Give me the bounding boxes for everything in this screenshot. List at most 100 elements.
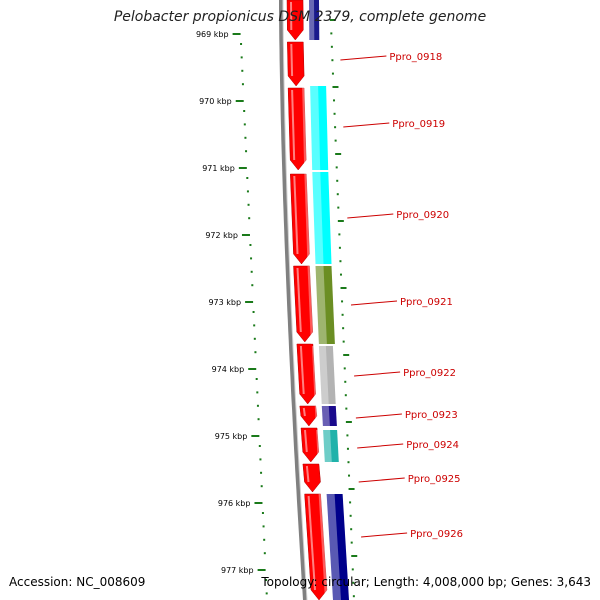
right-minor-tick [342,340,345,343]
right-major-tick [345,421,352,423]
minor-tick [263,538,266,541]
gene-shading [307,495,316,591]
kbp-tick-label: 976 kbp [218,499,251,508]
minor-tick [253,337,256,340]
gene-label: Ppro_0919 [392,119,445,130]
feature-layer [286,0,349,600]
minor-tick [243,110,246,112]
forward-gene-arrow [287,41,305,87]
right-minor-tick [348,474,351,477]
genome-summary-text: Topology: circular; Length: 4,008,000 bp… [261,575,591,589]
gene-leader-line [343,122,390,128]
minor-tick [257,418,260,421]
right-minor-tick [337,206,340,209]
feature-block-shade [302,86,321,170]
minor-tick [258,445,261,447]
right-major-tick [329,19,336,21]
minor-tick [241,83,244,86]
gene-feature-block [315,266,335,344]
right-minor-tick [330,45,333,48]
minor-tick [255,378,258,380]
gene-leader-line [357,443,404,449]
right-minor-tick [341,300,344,303]
gene-shading [290,43,294,77]
feature-block-shade [307,266,327,344]
right-minor-tick [351,568,354,571]
feature-block-shade [318,494,341,600]
gene-feature-block [310,86,329,170]
gene-label: Ppro_0923 [405,410,458,421]
minor-tick [259,458,262,461]
right-minor-tick [345,407,348,410]
right-minor-tick [335,166,338,169]
right-major-tick [343,354,350,356]
minor-tick [256,404,259,407]
gene-label: Ppro_0924 [406,440,459,451]
right-minor-tick [350,541,353,544]
right-minor-tick [344,394,347,397]
accession-text: Accession: NC_008609 [9,575,146,589]
gene-feature-block [318,346,336,404]
minor-tick [261,512,264,514]
kbp-tick-label: 970 kbp [199,97,232,106]
gene-leader-line [340,55,387,61]
right-major-tick [337,220,344,222]
right-minor-tick [333,99,336,102]
right-minor-tick [350,528,353,531]
minor-tick [240,43,243,45]
gene-shading [296,267,302,333]
gene-label: Ppro_0922 [403,368,456,379]
minor-tick [256,391,259,394]
minor-tick [240,56,243,59]
right-minor-tick [338,246,341,249]
map-title: Pelobacter propionicus DSM 2379, complet… [113,9,487,25]
right-minor-tick [334,139,337,142]
right-minor-tick [336,193,339,196]
gene-leader-line [350,300,398,306]
gene-feature-block [321,406,337,426]
right-minor-tick [331,72,334,75]
right-minor-tick [346,447,349,450]
minor-tick [260,485,263,488]
minor-tick [262,525,265,528]
gene-shading [305,465,310,483]
right-major-tick [351,555,358,557]
gene-label: Ppro_0925 [408,474,461,485]
feature-block-shade [316,430,332,462]
minor-tick [249,244,252,246]
gene-feature-block [323,430,339,462]
gene-label: Ppro_0920 [396,210,449,221]
gene-label: Ppro_0921 [400,297,453,308]
gene-leader-line [358,477,405,483]
minor-tick [241,69,244,72]
minor-tick [244,136,247,139]
right-minor-tick [352,581,355,584]
minor-tick [250,270,253,273]
right-minor-tick [349,501,352,504]
minor-tick [253,324,256,327]
gene-leader-line [347,213,394,219]
kbp-tick-label: 974 kbp [212,365,245,374]
minor-tick [246,177,249,179]
kbp-tick-label: 969 kbp [196,30,229,39]
minor-tick [265,592,268,595]
right-minor-tick [339,260,342,263]
backbone-highlight [282,0,308,600]
gene-label: Ppro_0926 [410,529,463,540]
gene-leader-line [361,532,408,538]
minor-tick [246,190,249,193]
minor-tick [263,552,266,555]
right-minor-tick [343,367,346,370]
minor-tick [250,257,253,260]
right-major-tick [335,153,342,155]
gene-label: Ppro_0918 [389,52,442,63]
kbp-tick-label: 975 kbp [215,432,248,441]
right-minor-tick [344,380,347,383]
right-minor-tick [331,59,334,62]
forward-gene-arrow [300,427,320,463]
tick-layer: 969 kbp 970 kbp 971 kbp 972 kbp 973 kbp 974 k… [196,19,358,598]
minor-tick [248,217,251,220]
feature-block-shade [311,346,329,404]
